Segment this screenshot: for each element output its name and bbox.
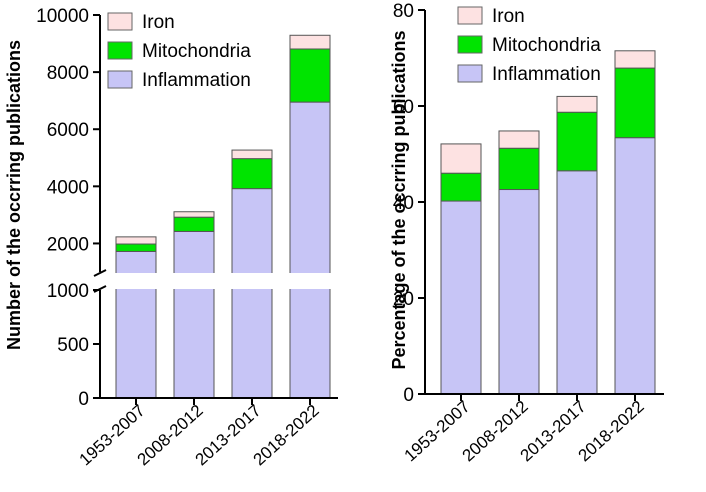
bar-segment-iron xyxy=(173,211,215,218)
y-tick-label: 60 xyxy=(393,97,414,118)
bar-segment-mitochondria xyxy=(231,158,273,190)
axis-break-gap xyxy=(88,273,338,289)
bar-segment-iron xyxy=(440,143,482,174)
y-tick-label: 10000 xyxy=(36,6,89,27)
legend-swatch-mitochondria xyxy=(457,35,483,54)
y-tick-label: 500 xyxy=(57,335,89,356)
y-tick-label: 0 xyxy=(78,389,89,410)
bar-segment-iron xyxy=(556,95,598,113)
legend-label-inflammation: Inflammation xyxy=(142,70,251,91)
legend-swatch-mitochondria xyxy=(107,41,133,60)
y-tick-label: 2000 xyxy=(47,234,89,255)
bar-segment-iron xyxy=(231,149,273,160)
y-tick-label: 0 xyxy=(403,385,414,406)
legend-swatch-iron xyxy=(107,12,133,31)
legend-swatch-inflammation xyxy=(457,64,483,83)
bar-segment-mitochondria xyxy=(556,111,598,172)
y-tick-label: 4000 xyxy=(47,177,89,198)
bar-segment-mitochondria xyxy=(440,172,482,202)
bar-segment-inflammation xyxy=(289,101,331,399)
legend: Iron Mitochondria Inflammation xyxy=(457,6,601,85)
legend-label-mitochondria: Mitochondria xyxy=(142,41,251,62)
bar-segment-mitochondria xyxy=(115,243,157,252)
axis-break-mark xyxy=(93,269,107,277)
y-tick-label: 1000 xyxy=(47,281,89,302)
legend-swatch-iron xyxy=(457,6,483,25)
y-axis-title: Number of the occrring publications xyxy=(4,40,24,350)
bar-segment-inflammation xyxy=(498,189,540,395)
bar-segment-mitochondria xyxy=(498,147,540,191)
bar-segment-inflammation xyxy=(231,188,273,399)
legend-label-iron: Iron xyxy=(492,6,525,27)
bar-segment-inflammation xyxy=(173,230,215,399)
legend-swatch-inflammation xyxy=(107,70,133,89)
bar-segment-inflammation xyxy=(440,200,482,395)
y-tick-label: 80 xyxy=(393,1,414,22)
bar-segment-iron xyxy=(115,236,157,245)
legend-label-iron: Iron xyxy=(142,12,175,33)
y-tick-label: 40 xyxy=(393,193,414,214)
bar-segment-mitochondria xyxy=(173,216,215,232)
bar-segment-inflammation xyxy=(614,137,656,395)
bar-segment-inflammation xyxy=(556,170,598,395)
bar-segment-iron xyxy=(289,34,331,50)
legend-label-inflammation: Inflammation xyxy=(492,64,601,85)
y-tick-label: 20 xyxy=(393,289,414,310)
legend-label-mitochondria: Mitochondria xyxy=(492,35,601,56)
bar-segment-mitochondria xyxy=(614,67,656,139)
legend: Iron Mitochondria Inflammation xyxy=(107,12,251,91)
y-tick-label: 6000 xyxy=(47,120,89,141)
bar-segment-iron xyxy=(614,50,656,69)
bar-segment-mitochondria xyxy=(289,48,331,103)
bar-segment-iron xyxy=(498,130,540,149)
y-axis-title: Percentage of the occrring publications xyxy=(389,30,409,369)
y-tick-label: 8000 xyxy=(47,63,89,84)
